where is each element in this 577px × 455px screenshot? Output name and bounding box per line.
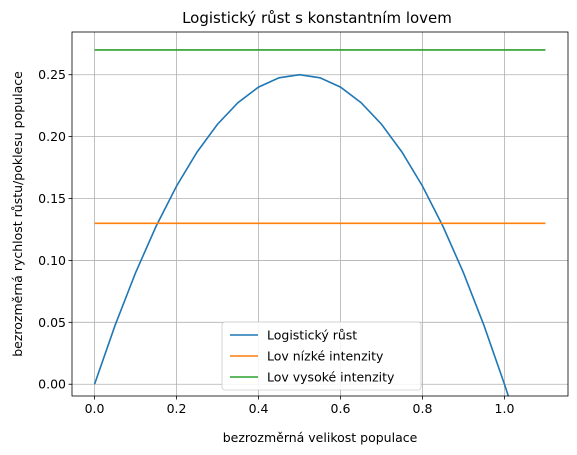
y-axis: 0.00 0.05 0.10 0.15 0.20 0.25 — [38, 67, 72, 392]
legend-box — [221, 321, 422, 391]
legend-entry: Lov nízké intenzity — [267, 349, 384, 364]
y-axis-label: bezrozměrná rychlost růstu/poklesu popul… — [10, 71, 25, 357]
x-tick-label: 0.4 — [249, 401, 269, 416]
y-tick-label: 0.10 — [38, 253, 66, 268]
legend: Logistický růst Lov nízké intenzity Lov vy… — [221, 321, 422, 391]
grid — [72, 32, 568, 396]
y-tick-label: 0.00 — [38, 377, 66, 392]
plot-area — [93, 49, 546, 396]
legend-entry: Lov vysoké intenzity — [267, 370, 395, 385]
x-tick-label: 0.0 — [85, 401, 105, 416]
x-tick-label: 0.8 — [413, 401, 433, 416]
plot-frame — [71, 31, 569, 397]
y-tick-label: 0.25 — [38, 67, 66, 82]
series-line-1 — [93, 73, 510, 396]
y-tick-label: 0.20 — [38, 129, 66, 144]
y-tick-label: 0.15 — [38, 191, 66, 206]
x-tick-label: 0.6 — [331, 401, 351, 416]
x-tick-label: 1.0 — [495, 401, 515, 416]
x-axis-label: bezrozměrná velikost populace — [223, 430, 418, 445]
x-tick-label: 0.2 — [167, 401, 187, 416]
legend-entry: Logistický růst — [267, 328, 357, 343]
chart-title: Logistický růst s konstantním lovem — [182, 9, 452, 27]
x-axis: 0.0 0.2 0.4 0.6 0.8 1.0 — [85, 396, 515, 416]
y-tick-label: 0.05 — [38, 315, 66, 330]
